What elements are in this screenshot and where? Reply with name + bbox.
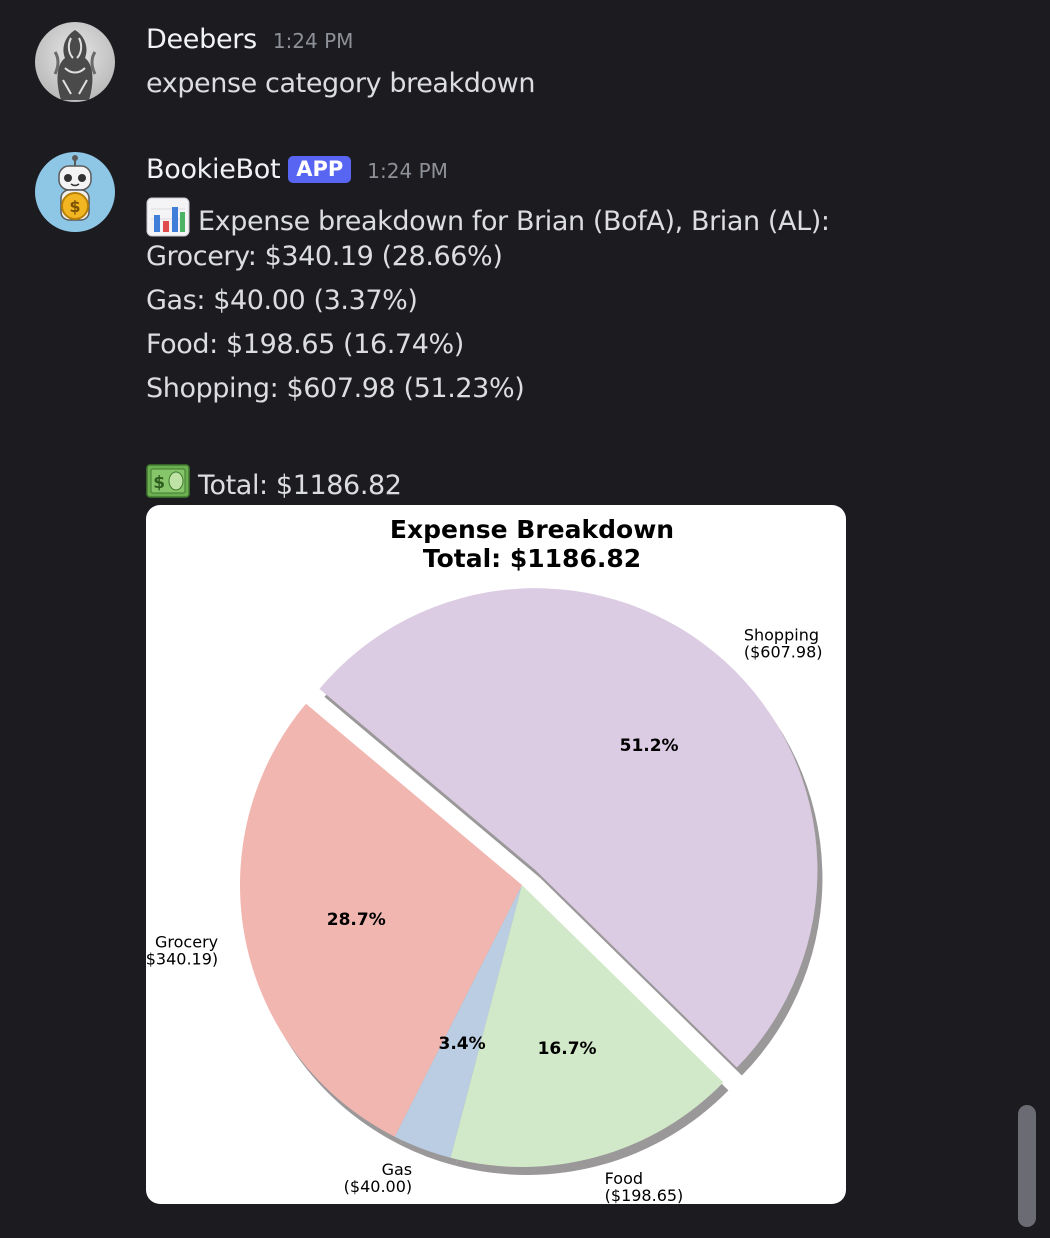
summary-heading: Expense breakdown for Brian (BofA), Bria… xyxy=(146,197,830,237)
message-text: expense category breakdown xyxy=(146,68,536,99)
pie-chart: Expense Breakdown Total: $1186.82 28.7% G… xyxy=(146,515,823,1204)
dollar-bill-icon: $ xyxy=(146,461,190,501)
pie-category-label-shopping: Shopping ($607.98) xyxy=(744,625,823,661)
bar-chart-icon xyxy=(146,197,190,237)
message-timestamp: 1:24 PM xyxy=(272,29,354,53)
username[interactable]: Deebers xyxy=(146,24,257,55)
summary-line-gas: Gas: $40.00 (3.37%) xyxy=(146,285,418,316)
avatar-bookiebot[interactable]: $ xyxy=(35,152,115,232)
pie-pct-label-shopping: 51.2% xyxy=(620,736,679,756)
message-deebers: Deebers 1:24 PM expense category breakdo… xyxy=(0,0,1000,120)
pie-category-label-gas: Gas ($40.00) xyxy=(344,1160,412,1196)
summary-line-grocery: Grocery: $340.19 (28.66%) xyxy=(146,241,503,272)
summary-heading-text: Expense breakdown for Brian (BofA), Bria… xyxy=(198,206,830,237)
pie-slice-gas xyxy=(394,885,522,1158)
svg-text:$: $ xyxy=(69,197,80,216)
pie-slice-shopping xyxy=(319,588,818,1068)
scrollbar-thumb[interactable] xyxy=(1018,1105,1036,1227)
pie-slice-grocery xyxy=(239,703,522,1137)
summary-line-shopping: Shopping: $607.98 (51.23%) xyxy=(146,373,525,404)
summary-total: $ Total: $1186.82 xyxy=(146,461,402,501)
chart-title: Expense Breakdown xyxy=(390,515,674,544)
app-badge: APP xyxy=(288,156,352,183)
pie-pct-label-grocery: 28.7% xyxy=(327,910,386,930)
pie-slice-food xyxy=(450,885,724,1167)
message-bookiebot: $ BookieBot APP 1:24 PM Expense breakdow… xyxy=(35,152,846,1204)
pie-pct-label-gas: 3.4% xyxy=(438,1034,485,1054)
avatar-deebers[interactable] xyxy=(35,22,115,102)
pie-chart-image[interactable]: Expense Breakdown Total: $1186.82 28.7% G… xyxy=(146,505,846,1204)
chart-subtitle: Total: $1186.82 xyxy=(423,544,641,573)
summary-total-text: Total: $1186.82 xyxy=(198,470,402,501)
username[interactable]: BookieBot xyxy=(146,154,281,185)
message-timestamp: 1:24 PM xyxy=(367,159,448,183)
pie-category-label-food: Food ($198.65) xyxy=(605,1169,684,1204)
pie-category-label-grocery: Grocery ($340.19) xyxy=(146,932,218,968)
svg-text:$: $ xyxy=(153,473,164,493)
pie-pct-label-food: 16.7% xyxy=(538,1039,597,1059)
summary-line-food: Food: $198.65 (16.74%) xyxy=(146,329,464,360)
